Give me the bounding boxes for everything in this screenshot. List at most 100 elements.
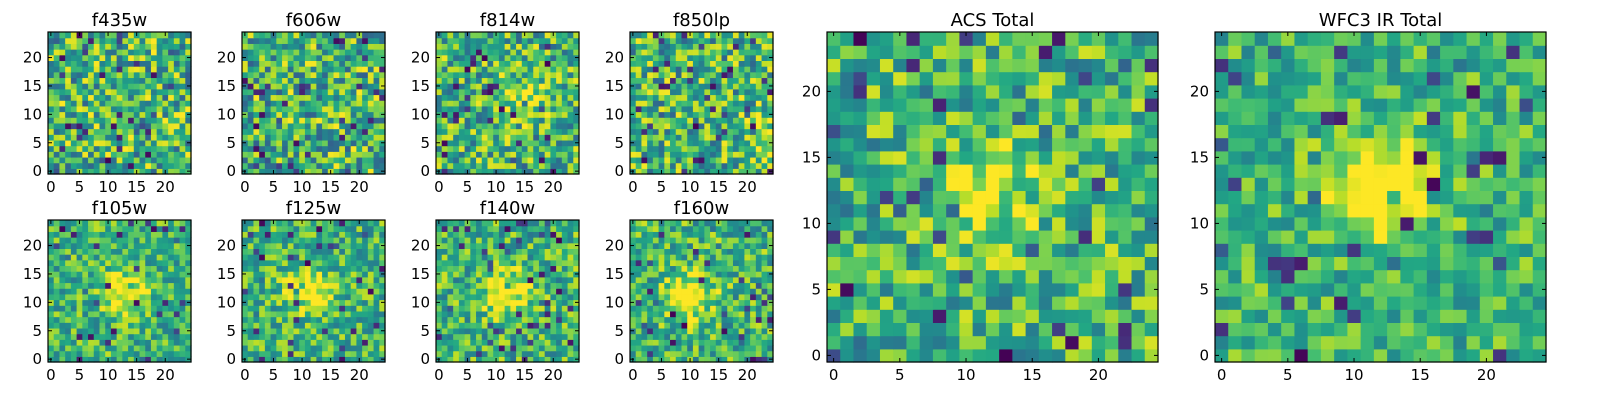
heatmap-cell (367, 88, 375, 96)
heatmap-cell (710, 322, 717, 329)
heatmap-cell (179, 237, 186, 244)
heatmap-cell (253, 71, 260, 79)
heatmap-cell (53, 83, 61, 90)
heatmap-cell (481, 242, 489, 249)
heatmap-cell (264, 339, 272, 346)
heatmap-cell (99, 344, 106, 352)
heatmap-cell (498, 299, 506, 306)
heatmap-cell (168, 310, 175, 318)
heatmap-cell (65, 49, 72, 56)
heatmap-cell (322, 145, 329, 152)
heatmap-cell (704, 128, 711, 135)
heatmap-cells (48, 32, 192, 175)
heatmap-cell (48, 350, 55, 357)
heatmap-cell (630, 310, 637, 318)
heatmap-cell (259, 105, 266, 113)
heatmap-cell (99, 94, 106, 101)
heatmap-cell (493, 162, 500, 169)
heatmap-cell (664, 151, 671, 158)
heatmap-cell (373, 77, 380, 84)
axes-frame (241, 31, 386, 175)
heatmap-cell (379, 122, 386, 130)
heatmap-cell (322, 66, 329, 73)
heatmap-cell (173, 310, 181, 318)
heatmap-cell (750, 350, 757, 357)
heatmap-cell (458, 339, 466, 346)
heatmap-cell (99, 111, 106, 118)
heatmap-cell (162, 151, 169, 158)
heatmap-cell (516, 322, 523, 329)
heatmap-cell (658, 276, 665, 284)
heatmap-cell (304, 293, 312, 301)
heatmap-cell (664, 43, 671, 50)
heatmap-cell (65, 37, 72, 44)
heatmap-cell (93, 60, 101, 67)
heatmap-cell (133, 94, 141, 101)
heatmap-cell (259, 259, 266, 267)
heatmap-cell (282, 254, 289, 261)
heatmap-cell (516, 128, 523, 135)
heatmap-cell (110, 156, 118, 164)
heatmap-cell (350, 117, 357, 124)
heatmap-cell (122, 151, 129, 158)
heatmap-cell (156, 77, 163, 84)
heatmap-cell (436, 316, 443, 323)
heatmap-cell (367, 333, 375, 340)
heatmap-cell (322, 54, 329, 61)
heatmap-cell (93, 37, 101, 44)
heatmap-cell (76, 254, 83, 261)
heatmap-cell (550, 248, 557, 255)
heatmap-cell (652, 37, 660, 44)
heatmap-cell (53, 71, 61, 79)
heatmap-cell (715, 156, 723, 164)
heatmap-cell (93, 271, 101, 278)
heatmap-cell (282, 271, 289, 278)
heatmap-cell (556, 305, 563, 312)
heatmap-cell (567, 333, 574, 340)
heatmap-cell (367, 111, 375, 118)
heatmap-cell (139, 305, 146, 312)
heatmap-cell (339, 344, 346, 352)
heatmap-cell (675, 134, 683, 141)
heatmap-cell (761, 339, 768, 346)
heatmap-cell (544, 37, 551, 44)
heatmap-cell (168, 77, 175, 84)
x-tick-label: 0 (434, 178, 444, 196)
heatmap-cell (322, 220, 329, 227)
heatmap-cell (664, 299, 671, 306)
heatmap-cell (310, 350, 317, 357)
heatmap-cell (93, 156, 101, 164)
heatmap-cell (276, 88, 283, 96)
heatmap-cell (168, 299, 175, 306)
heatmap-cell (504, 322, 511, 329)
heatmap-cell (327, 88, 335, 96)
heatmap-cell (527, 288, 534, 295)
heatmap-cell (327, 225, 335, 232)
heatmap-cell (150, 316, 158, 323)
heatmap-cell (168, 134, 175, 141)
heatmap-cell (339, 88, 346, 96)
heatmap-cell (259, 117, 266, 124)
heatmap-cell (362, 322, 369, 329)
heatmap-cell (82, 128, 89, 135)
heatmap-cell (527, 339, 534, 346)
heatmap-cell (710, 156, 717, 164)
heatmap-cell (481, 60, 489, 67)
heatmap-cell (487, 83, 494, 90)
heatmap-cell (179, 225, 186, 232)
heatmap-cell (550, 83, 557, 90)
heatmap-cell (70, 237, 78, 244)
heatmap-cell (441, 168, 449, 175)
heatmap-cell (282, 117, 289, 124)
heatmap-cell (168, 293, 175, 301)
heatmap-cell (567, 156, 574, 164)
heatmap-cell (270, 316, 277, 323)
heatmap-cell (755, 145, 763, 152)
heatmap-cell (116, 333, 123, 340)
heatmap-cell (150, 282, 158, 289)
heatmap-cell (88, 43, 95, 50)
heatmap-cell (732, 32, 740, 39)
heatmap-cell (185, 293, 192, 301)
heatmap-cell (350, 276, 357, 284)
